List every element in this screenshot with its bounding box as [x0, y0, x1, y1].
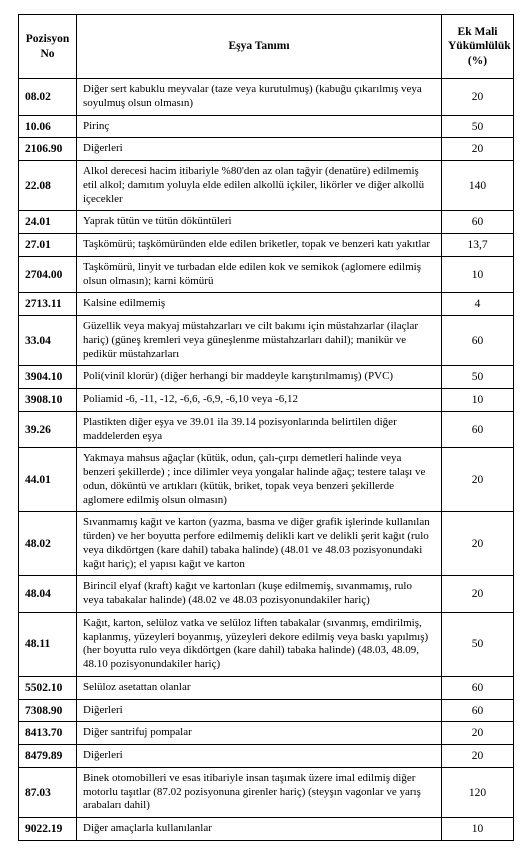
description-cell: Kağıt, karton, selüloz vatka ve selüloz …: [77, 612, 442, 676]
description-cell: Pirinç: [77, 115, 442, 138]
table-row: 48.04Birincil elyaf (kraft) kağıt ve kar…: [19, 576, 514, 613]
percent-cell: 20: [442, 722, 514, 745]
percent-cell: 60: [442, 316, 514, 366]
table-row: 08.02Diğer sert kabuklu meyvalar (taze v…: [19, 79, 514, 116]
col-header-position: Pozisyon No: [19, 15, 77, 79]
table-row: 24.01Yaprak tütün ve tütün döküntüleri60: [19, 211, 514, 234]
percent-cell: 60: [442, 411, 514, 448]
table-row: 5502.10Selüloz asetattan olanlar60: [19, 676, 514, 699]
description-cell: Poliamid -6, -11, -12, -6,6, -6,9, -6,10…: [77, 389, 442, 412]
table-row: 39.26Plastikten diğer eşya ve 39.01 ila …: [19, 411, 514, 448]
table-row: 27.01Taşkömürü; taşkömüründen elde edile…: [19, 234, 514, 257]
percent-cell: 50: [442, 115, 514, 138]
table-row: 2713.11Kalsine edilmemiş4: [19, 293, 514, 316]
description-cell: Binek otomobilleri ve esas itibariyle in…: [77, 767, 442, 817]
position-cell: 5502.10: [19, 676, 77, 699]
position-cell: 2106.90: [19, 138, 77, 161]
position-cell: 22.08: [19, 161, 77, 211]
description-cell: Diğerleri: [77, 138, 442, 161]
position-cell: 8479.89: [19, 745, 77, 768]
percent-cell: 50: [442, 612, 514, 676]
position-cell: 87.03: [19, 767, 77, 817]
table-row: 7308.90Diğerleri60: [19, 699, 514, 722]
table-row: 8413.70Diğer santrifuj pompalar20: [19, 722, 514, 745]
percent-cell: 20: [442, 512, 514, 576]
description-cell: Taşkömürü; taşkömüründen elde edilen bri…: [77, 234, 442, 257]
position-cell: 44.01: [19, 448, 77, 512]
position-cell: 24.01: [19, 211, 77, 234]
tariff-table: Pozisyon No Eşya Tanımı Ek Mali Yükümlül…: [18, 14, 514, 841]
table-row: 9022.19Diğer amaçlarla kullanılanlar10: [19, 818, 514, 841]
position-cell: 48.11: [19, 612, 77, 676]
percent-cell: 10: [442, 389, 514, 412]
percent-cell: 60: [442, 676, 514, 699]
percent-cell: 120: [442, 767, 514, 817]
description-cell: Yaprak tütün ve tütün döküntüleri: [77, 211, 442, 234]
percent-cell: 4: [442, 293, 514, 316]
percent-cell: 20: [442, 745, 514, 768]
percent-cell: 50: [442, 366, 514, 389]
position-cell: 2713.11: [19, 293, 77, 316]
position-cell: 27.01: [19, 234, 77, 257]
position-cell: 7308.90: [19, 699, 77, 722]
table-row: 48.02Sıvanmamış kağıt ve karton (yazma, …: [19, 512, 514, 576]
percent-cell: 60: [442, 211, 514, 234]
description-cell: Güzellik veya makyaj müstahzarları ve ci…: [77, 316, 442, 366]
tariff-table-page: Pozisyon No Eşya Tanımı Ek Mali Yükümlül…: [0, 0, 532, 859]
position-cell: 48.04: [19, 576, 77, 613]
description-cell: Diğerleri: [77, 699, 442, 722]
position-cell: 33.04: [19, 316, 77, 366]
table-row: 2106.90Diğerleri20: [19, 138, 514, 161]
position-cell: 9022.19: [19, 818, 77, 841]
table-row: 87.03Binek otomobilleri ve esas itibariy…: [19, 767, 514, 817]
percent-cell: 20: [442, 138, 514, 161]
position-cell: 39.26: [19, 411, 77, 448]
description-cell: Diğerleri: [77, 745, 442, 768]
position-cell: 10.06: [19, 115, 77, 138]
table-row: 48.11Kağıt, karton, selüloz vatka ve sel…: [19, 612, 514, 676]
position-cell: 8413.70: [19, 722, 77, 745]
position-cell: 48.02: [19, 512, 77, 576]
percent-cell: 140: [442, 161, 514, 211]
table-row: 3908.10Poliamid -6, -11, -12, -6,6, -6,9…: [19, 389, 514, 412]
description-cell: Plastikten diğer eşya ve 39.01 ila 39.14…: [77, 411, 442, 448]
table-row: 10.06Pirinç50: [19, 115, 514, 138]
percent-cell: 10: [442, 256, 514, 293]
position-cell: 3908.10: [19, 389, 77, 412]
col-header-percent: Ek Mali Yükümlülük (%): [442, 15, 514, 79]
description-cell: Alkol derecesi hacim itibariyle %80'den …: [77, 161, 442, 211]
description-cell: Poli(vinil klorür) (diğer herhangi bir m…: [77, 366, 442, 389]
table-row: 44.01Yakmaya mahsus ağaçlar (kütük, odun…: [19, 448, 514, 512]
percent-cell: 20: [442, 448, 514, 512]
description-cell: Diğer sert kabuklu meyvalar (taze veya k…: [77, 79, 442, 116]
col-header-description: Eşya Tanımı: [77, 15, 442, 79]
percent-cell: 20: [442, 79, 514, 116]
table-row: 3904.10Poli(vinil klorür) (diğer herhang…: [19, 366, 514, 389]
position-cell: 08.02: [19, 79, 77, 116]
description-cell: Kalsine edilmemiş: [77, 293, 442, 316]
table-row: 22.08Alkol derecesi hacim itibariyle %80…: [19, 161, 514, 211]
percent-cell: 10: [442, 818, 514, 841]
table-row: 8479.89Diğerleri20: [19, 745, 514, 768]
table-head: Pozisyon No Eşya Tanımı Ek Mali Yükümlül…: [19, 15, 514, 79]
position-cell: 3904.10: [19, 366, 77, 389]
description-cell: Birincil elyaf (kraft) kağıt ve kartonla…: [77, 576, 442, 613]
position-cell: 2704.00: [19, 256, 77, 293]
table-body: 08.02Diğer sert kabuklu meyvalar (taze v…: [19, 79, 514, 841]
description-cell: Taşkömürü, linyit ve turbadan elde edile…: [77, 256, 442, 293]
percent-cell: 60: [442, 699, 514, 722]
table-row: 33.04Güzellik veya makyaj müstahzarları …: [19, 316, 514, 366]
description-cell: Sıvanmamış kağıt ve karton (yazma, basma…: [77, 512, 442, 576]
description-cell: Selüloz asetattan olanlar: [77, 676, 442, 699]
table-row: 2704.00Taşkömürü, linyit ve turbadan eld…: [19, 256, 514, 293]
percent-cell: 13,7: [442, 234, 514, 257]
description-cell: Yakmaya mahsus ağaçlar (kütük, odun, çal…: [77, 448, 442, 512]
description-cell: Diğer amaçlarla kullanılanlar: [77, 818, 442, 841]
description-cell: Diğer santrifuj pompalar: [77, 722, 442, 745]
percent-cell: 20: [442, 576, 514, 613]
